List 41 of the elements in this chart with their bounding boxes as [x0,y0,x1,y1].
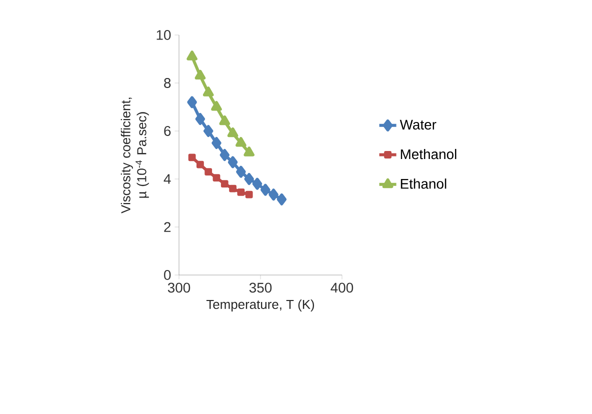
y-tick-label: 6 [164,126,171,136]
legend-label: Water [400,120,436,130]
point [245,190,253,198]
y-tick-label: 4 [164,174,171,184]
point [236,166,246,178]
point [228,156,238,168]
point [260,184,270,196]
point [219,115,230,126]
point [244,146,254,156]
point [220,180,228,188]
point [211,100,222,111]
point [237,188,245,196]
point [204,168,212,176]
point [236,137,246,147]
point [252,178,262,190]
point [268,188,278,201]
point [203,125,214,137]
point [188,154,196,162]
point [196,160,204,168]
point [276,193,287,206]
point [220,149,230,161]
point [186,50,198,60]
y-tick-label: 8 [164,78,171,88]
y-tick-label: 10 [156,30,171,40]
x-tick-label: 300 [168,282,190,293]
x-tick-label: 400 [330,282,354,293]
point [227,127,238,138]
x-axis-title: Temperature, T (K) [206,299,314,312]
point [244,173,254,185]
legend-label: Ethanol [400,178,446,189]
y-tick-label: 2 [164,222,171,232]
legend-label: Methanol [400,148,456,160]
point [194,70,206,80]
point [212,137,222,149]
point [229,184,236,192]
point [212,174,220,182]
point [202,86,214,96]
x-tick-label: 350 [249,282,272,293]
point [195,113,206,125]
y-tick-label: 0 [164,270,171,280]
point [187,96,197,108]
